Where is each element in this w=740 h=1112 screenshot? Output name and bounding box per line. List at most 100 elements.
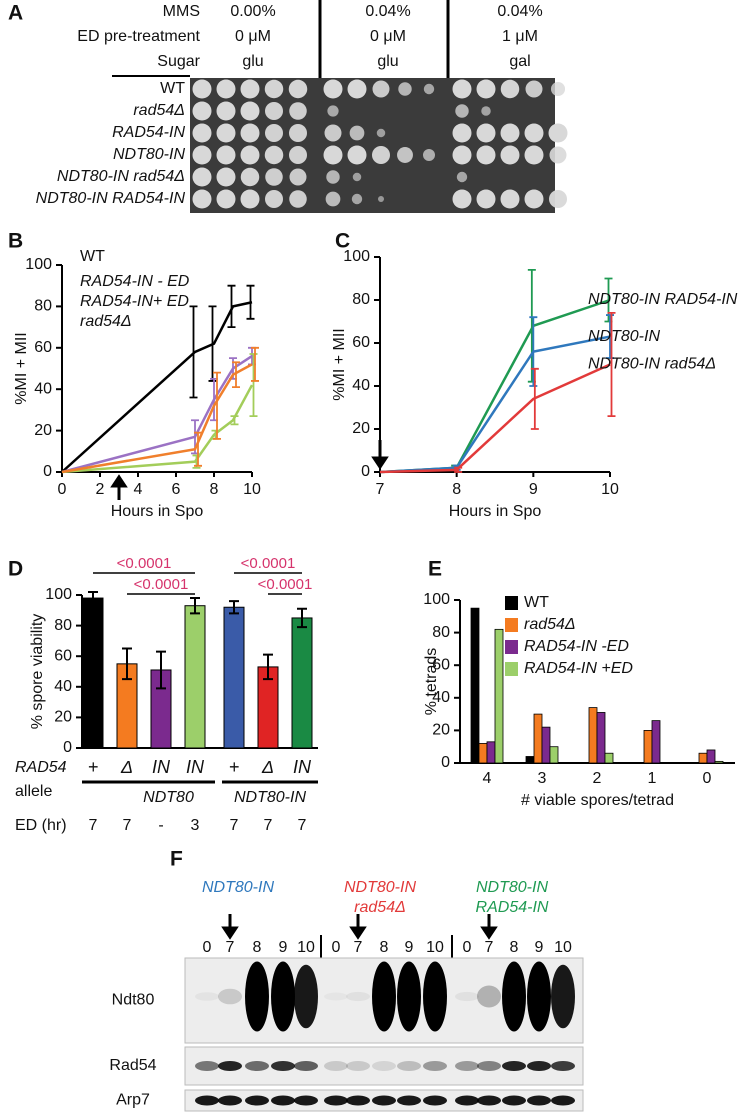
colony-spot xyxy=(371,145,391,165)
colony-spot xyxy=(347,79,367,99)
series-label: NDT80-IN rad54Δ xyxy=(588,356,716,373)
colony-spot xyxy=(500,189,520,209)
series-line xyxy=(61,363,253,474)
lane-label: 9 xyxy=(405,939,414,956)
blot-band xyxy=(245,961,269,1032)
colony-spot xyxy=(500,145,520,165)
y-tick-label: 40 xyxy=(54,678,72,695)
colony-spot xyxy=(240,189,260,209)
panel-label: B xyxy=(8,230,23,253)
colony-spot xyxy=(525,80,543,98)
bar xyxy=(698,752,708,764)
blot-band xyxy=(397,1061,421,1071)
blot-band xyxy=(324,993,348,1001)
colony-spot xyxy=(327,105,339,117)
p-value: <0.0001 xyxy=(134,576,189,593)
error-bar xyxy=(249,353,258,418)
error-bar xyxy=(190,597,200,615)
y-tick-label: 60 xyxy=(34,339,52,356)
bar xyxy=(486,741,496,764)
colony-spot xyxy=(192,167,212,187)
colony-spot xyxy=(192,189,212,209)
bar xyxy=(651,720,661,764)
colony-spot xyxy=(351,193,363,205)
colony-spot xyxy=(352,172,362,182)
blot-band xyxy=(324,1061,348,1071)
x-tick-label: 8 xyxy=(452,481,461,498)
legend-label: rad54Δ xyxy=(524,616,576,633)
x-tick-label: 2 xyxy=(96,481,105,498)
legend-swatch xyxy=(505,618,518,632)
bar xyxy=(525,756,535,764)
series-line xyxy=(379,335,611,474)
colony-spot xyxy=(216,79,236,99)
colony-spot xyxy=(372,80,390,98)
lane-label: 10 xyxy=(426,939,444,956)
strain-label: NDT80-IN xyxy=(113,146,185,163)
blot-band xyxy=(218,1095,242,1106)
blot-band xyxy=(455,1061,479,1071)
blot-band xyxy=(502,1061,526,1071)
lane-label: 7 xyxy=(485,939,494,956)
strain-label: rad54Δ xyxy=(133,102,185,119)
y-tick-label: 40 xyxy=(432,689,450,706)
header-label: Sugar xyxy=(157,53,200,70)
colony-spot xyxy=(323,79,343,99)
y-tick-label: 100 xyxy=(45,586,72,603)
lane-label: 7 xyxy=(226,939,235,956)
blot-band xyxy=(346,991,370,1002)
blot-band xyxy=(346,1061,370,1071)
lane-label: 0 xyxy=(332,939,341,956)
y-tick-label: 80 xyxy=(352,291,370,308)
error-bar xyxy=(529,316,538,387)
colony-spot xyxy=(398,82,412,96)
panel-label: C xyxy=(335,230,350,253)
colony-spot xyxy=(500,79,520,99)
colony-spot xyxy=(264,101,284,121)
colony-spot xyxy=(324,124,342,142)
blot-band xyxy=(195,1095,219,1106)
y-tick-label: 20 xyxy=(352,420,370,437)
colony-spot xyxy=(240,101,260,121)
bar xyxy=(470,607,480,764)
strain-label: NDT80-IN RAD54-IN xyxy=(36,190,186,207)
condition-label: 0.00% xyxy=(230,3,275,20)
colony-spot xyxy=(422,148,436,162)
blot-label: Ndt80 xyxy=(112,992,155,1009)
x-tick-label: 0 xyxy=(703,770,712,787)
x-tick-label: 2 xyxy=(593,770,602,787)
blot-band xyxy=(397,961,421,1032)
x-tick-label: 10 xyxy=(601,481,619,498)
x-tick-label: 10 xyxy=(243,481,261,498)
group-header: RAD54-IN xyxy=(476,899,549,916)
blot-band xyxy=(502,961,526,1032)
colony-spot xyxy=(192,145,212,165)
y-tick-label: 60 xyxy=(352,334,370,351)
blot-band xyxy=(397,1095,421,1106)
x-tick-label: 8 xyxy=(210,481,219,498)
colony-spot xyxy=(476,189,496,209)
series-line xyxy=(61,301,253,473)
panel-label: F xyxy=(170,848,183,871)
ed-arrow xyxy=(221,914,239,940)
colony-spot xyxy=(548,123,568,143)
error-bar xyxy=(194,431,202,467)
x-tick-label: 4 xyxy=(483,770,492,787)
colony-spot xyxy=(240,79,260,99)
bar xyxy=(184,605,206,749)
bar xyxy=(596,712,606,764)
legend-label: RAD54-IN +ED xyxy=(524,660,633,677)
error-bar xyxy=(454,466,463,473)
p-value: <0.0001 xyxy=(241,555,296,572)
colony-spot xyxy=(476,145,496,165)
y-tick-label: 20 xyxy=(54,709,72,726)
error-bar xyxy=(227,284,236,328)
bar xyxy=(549,746,559,764)
y-tick-label: 100 xyxy=(343,248,370,265)
x-tick-label: 3 xyxy=(538,770,547,787)
row-label: RAD54 xyxy=(15,759,67,776)
category-label: + xyxy=(88,757,99,777)
blot-band xyxy=(423,1061,447,1071)
series-line xyxy=(61,384,254,474)
